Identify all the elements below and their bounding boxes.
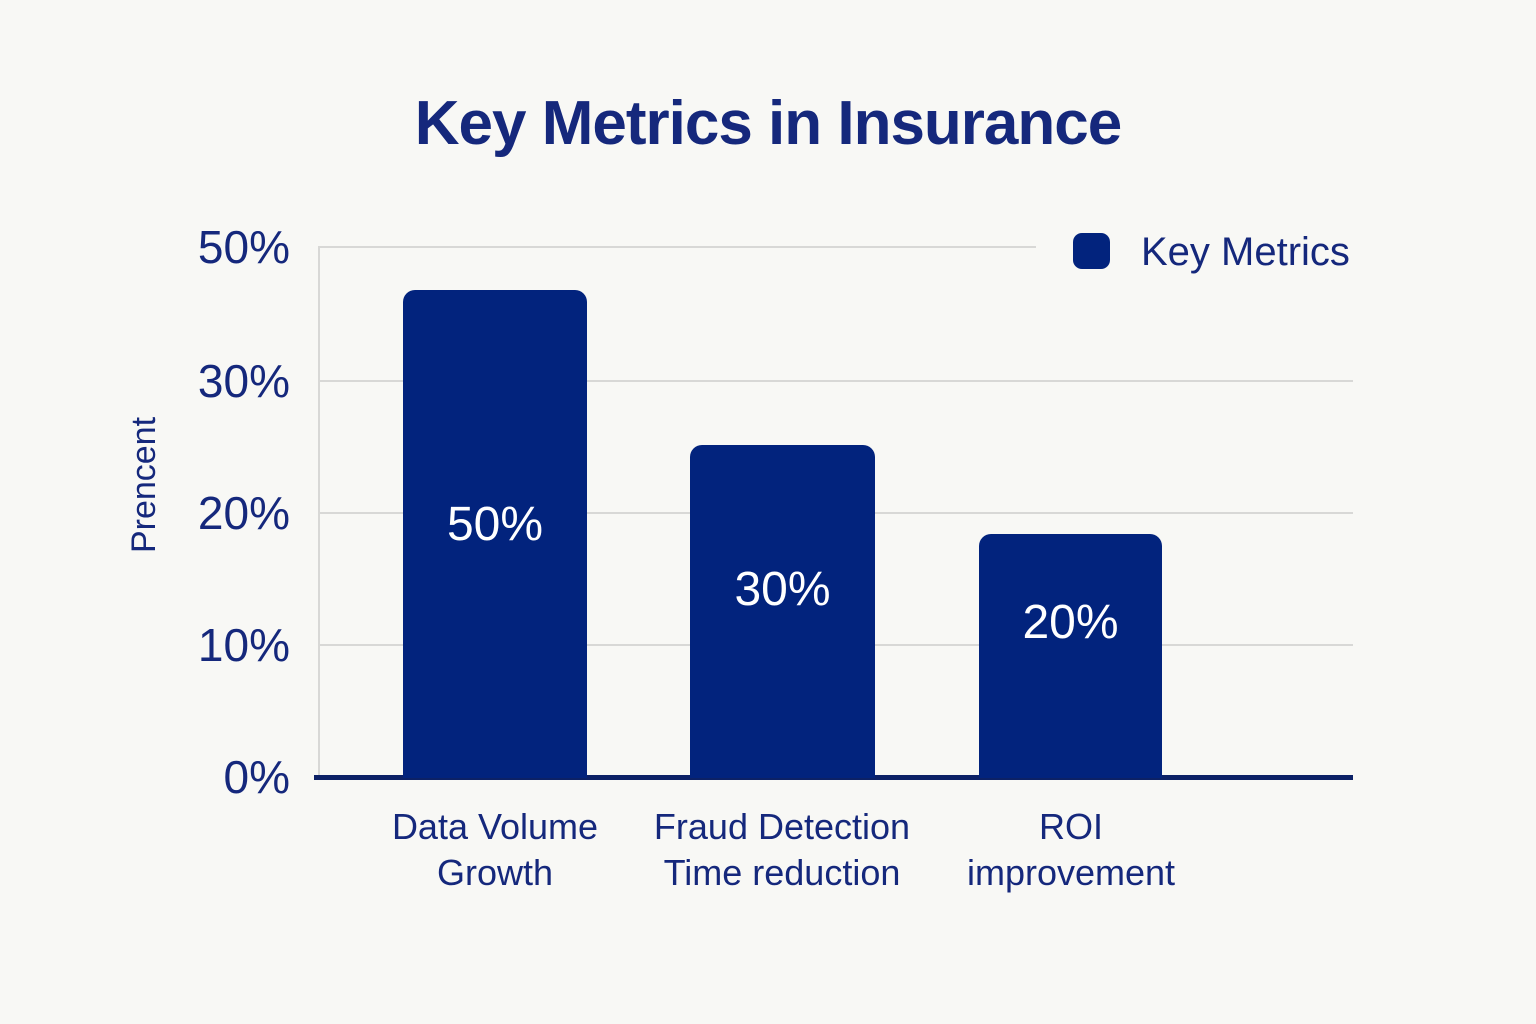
y-tick-50: 50% — [197, 221, 290, 273]
bar-value-label: 50% — [446, 498, 544, 551]
chart-title: Key Metrics in Insurance — [414, 89, 1123, 158]
bar-fraud-detection-time-reduction: 30% — [690, 445, 875, 778]
x-label-line-1: ROI — [1038, 806, 1103, 847]
bar-data-volume-growth: 50% — [403, 290, 587, 778]
x-label-line-2: improvement — [966, 852, 1176, 893]
x-label-data-volume-growth: Data Volume Growth — [325, 804, 665, 896]
x-label-line-1: Fraud Detection — [653, 806, 911, 847]
y-tick-30: 30% — [197, 355, 290, 407]
legend-label: Key Metrics — [1141, 230, 1350, 274]
y-axis-line — [318, 247, 320, 778]
bar-roi-improvement: 20% — [979, 534, 1162, 778]
x-label-roi-improvement: ROI improvement — [901, 804, 1241, 896]
y-tick-0: 0% — [223, 751, 290, 803]
x-label-line-2: Growth — [436, 852, 554, 893]
legend-swatch — [1073, 233, 1110, 269]
x-label-fraud-detection-time-reduction: Fraud Detection Time reduction — [612, 804, 952, 896]
y-tick-10: 10% — [197, 619, 290, 671]
gridline-50pct — [318, 246, 1036, 248]
plot-area: 50% 30% 20% — [314, 246, 1353, 780]
x-label-line-2: Time reduction — [663, 852, 901, 893]
y-tick-20: 20% — [197, 487, 290, 539]
bar-value-label: 20% — [1022, 596, 1119, 649]
x-label-line-1: Data Volume — [391, 806, 599, 847]
bar-value-label: 30% — [734, 563, 831, 616]
gridline-30pct — [318, 380, 1353, 382]
